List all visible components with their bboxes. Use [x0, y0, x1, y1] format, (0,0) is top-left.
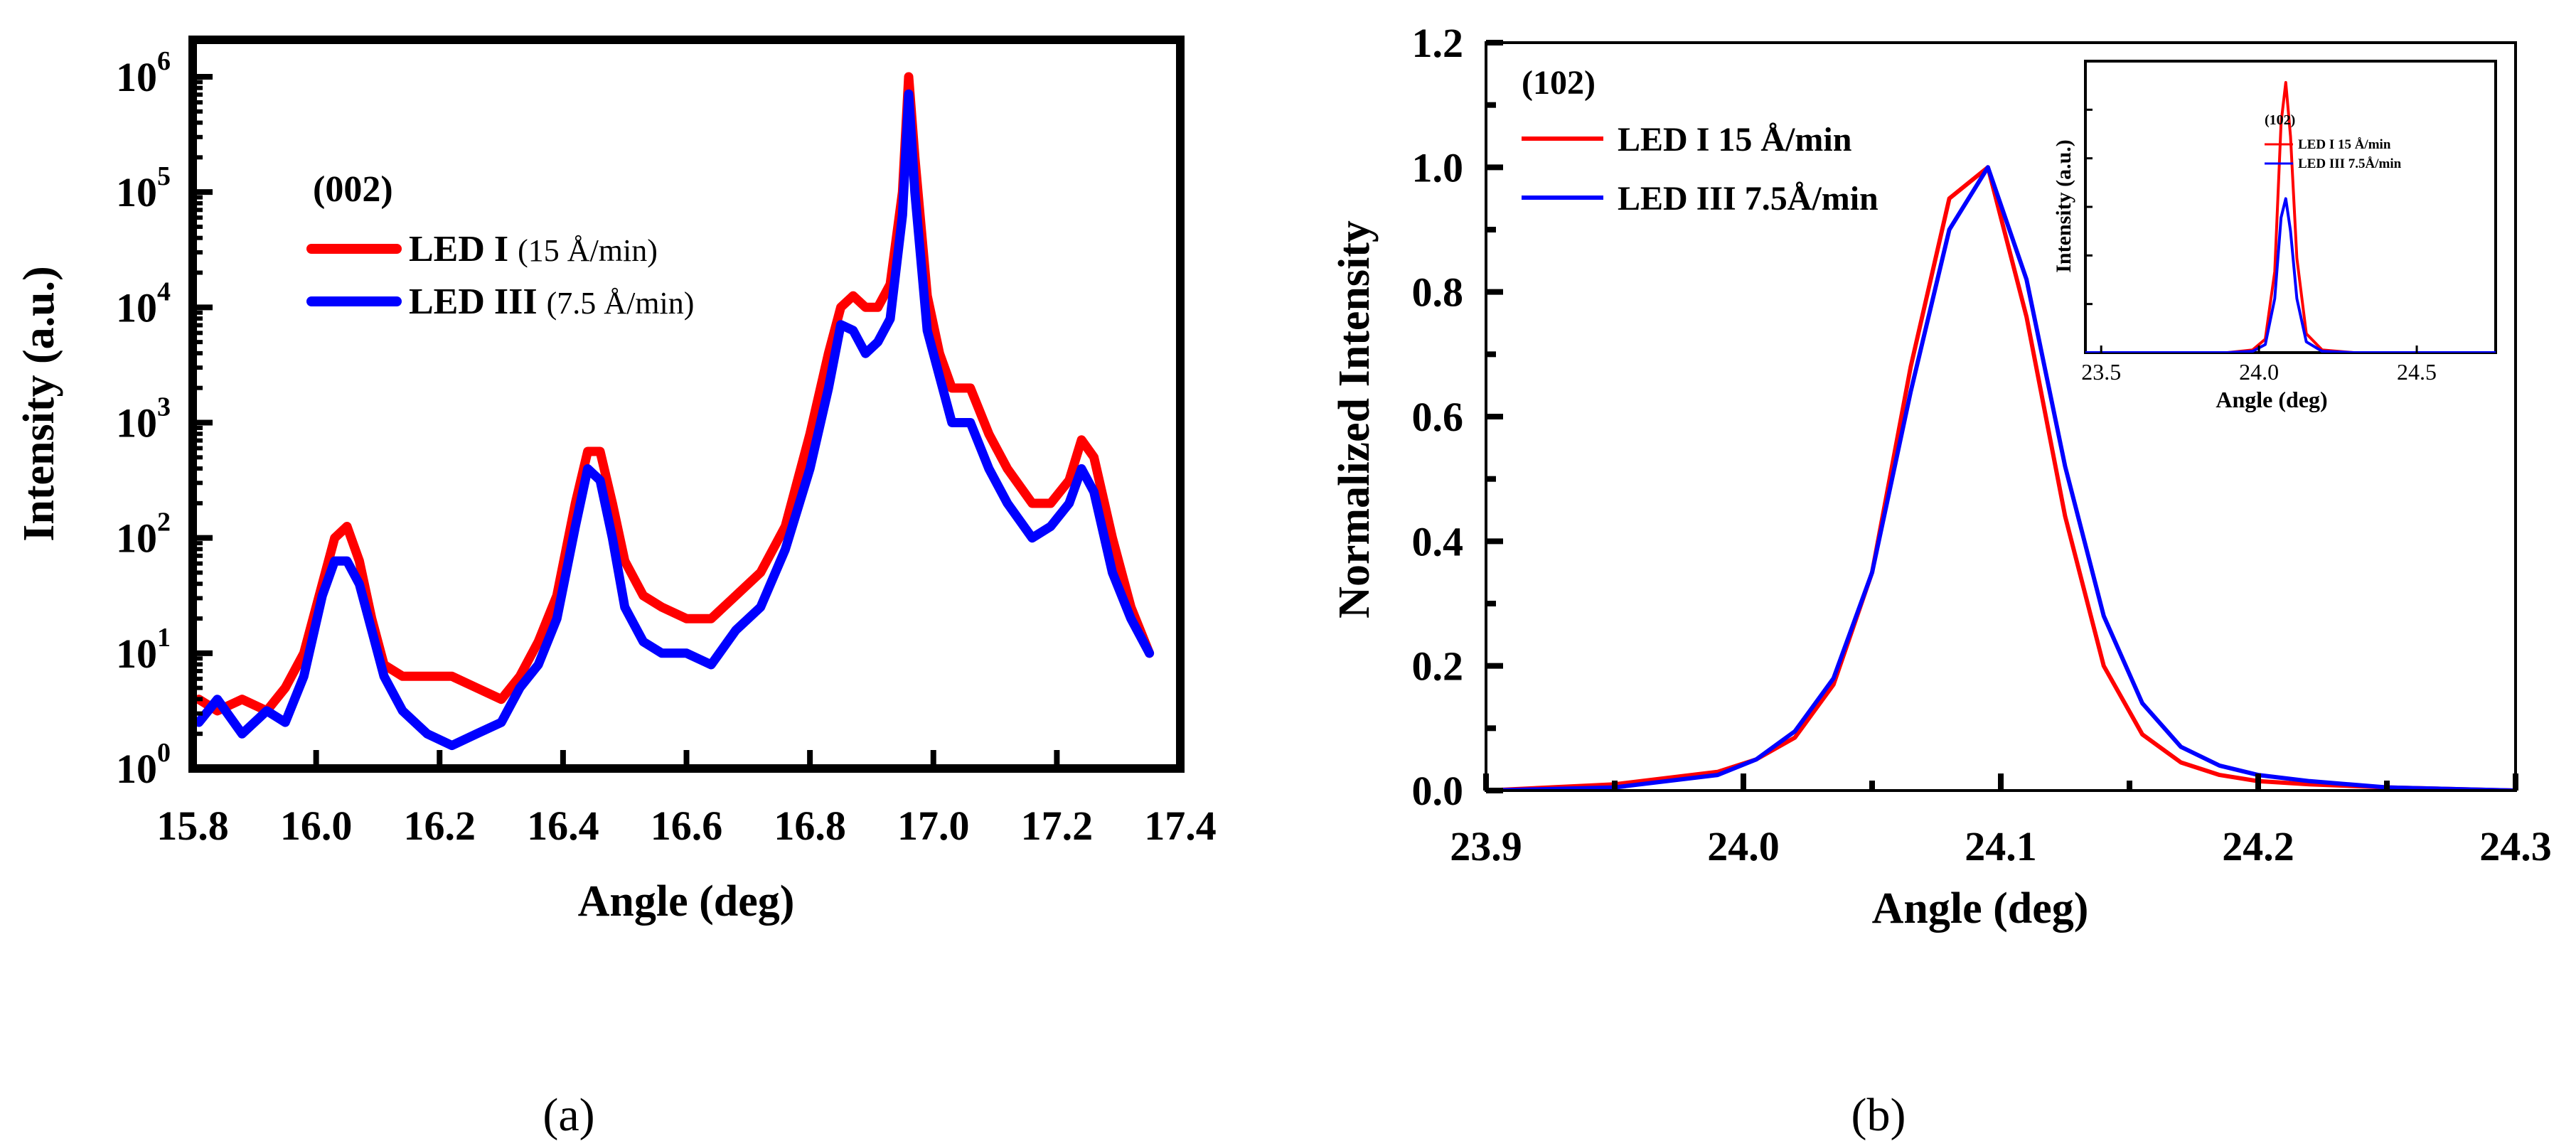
panel-a-y-tick-exponent: 0 [157, 738, 171, 768]
panel-a-x-tick-label: 16.0 [280, 803, 353, 849]
panel-a-y-tick-exponent: 2 [157, 508, 171, 537]
panel-a-x-tick-label: 15.8 [156, 803, 229, 849]
panel-a-y-tick-exponent: 3 [157, 392, 171, 422]
panel-a-y-tick-label: 100 [116, 738, 171, 792]
panel-b-x-tick-label: 24.0 [1707, 823, 1780, 869]
panel-a-y-tick-label: 106 [116, 46, 171, 100]
panel-a-y-tick-base: 10 [116, 54, 157, 100]
inset-ticks: 23.5 24.0 24.5 [2081, 108, 2437, 385]
panel-b-inset: 23.5 24.0 24.5 Intensity (a.u.) Angle (deg… [2052, 60, 2497, 412]
panel-b-y-tick-label: 1.2 [1412, 20, 1464, 66]
panel-a-y-tick-label: 103 [116, 392, 171, 446]
panel-b-y-tick-label: 0.2 [1412, 643, 1464, 690]
inset-x-tick-label: 24.0 [2239, 359, 2279, 385]
panel-a-legend-entry-led-i: LED I (15 Å/min) [409, 229, 658, 269]
inset-legend-led-i: LED I 15 Å/min [2298, 137, 2391, 152]
panel-a-legend-led-iii-rate: (7.5 Å/min) [547, 286, 695, 321]
inset-legend-title: (102) [2265, 112, 2295, 128]
panel-b-y-tick-label: 0.6 [1412, 394, 1464, 440]
panel-a-x-tick-label: 17.4 [1144, 803, 1217, 849]
panel-a-legend-entry-led-iii: LED III (7.5 Å/min) [409, 282, 694, 322]
inset-x-tick-label: 24.5 [2397, 359, 2437, 385]
inset-series-led-iii [2085, 197, 2496, 353]
panel-a-y-tick-exponent: 5 [157, 161, 171, 191]
panel-b-series [1486, 165, 2516, 791]
panel-b-y-tick-label: 0.0 [1412, 768, 1464, 814]
panel-a-y-tick-base: 10 [116, 400, 157, 446]
panel-b-x-tick-label: 24.1 [1965, 823, 2037, 869]
panel-a-x-tick-label: 16.2 [404, 803, 476, 849]
panel-a-x-tick-label: 16.8 [774, 803, 846, 849]
panel-a-ticks: 15.8 16.0 16.2 16.4 16.6 16.8 17.0 17.2 17.41001… [116, 46, 1217, 849]
panel-b-y-tick-label: 0.4 [1412, 518, 1464, 564]
inset-y-axis-label: Intensity (a.u.) [2052, 139, 2075, 273]
panel-b-x-axis-label: Angle (deg) [1872, 884, 2089, 933]
panel-a-caption: (a) [543, 1089, 594, 1141]
panel-b-y-tick-label: 1.0 [1412, 144, 1464, 191]
panel-b-series-led-iii [1486, 165, 2516, 791]
panel-a-y-tick-exponent: 1 [157, 623, 171, 653]
panel-a-y-tick-label: 104 [116, 277, 171, 331]
panel-a-y-tick-base: 10 [116, 631, 157, 677]
panel-a: 15.8 16.0 16.2 16.4 16.6 16.8 17.0 17.2 17.41001… [15, 36, 1217, 1141]
panel-b-ticks: 23.9 24.0 24.1 24.2 24.3 0.0 0.2 0.4 0.6 0.8 1.0 1.… [1412, 20, 2552, 869]
panel-b-legend-led-i: LED I 15 Å/min [1618, 121, 1851, 159]
panel-a-legend-led-i-rate: (15 Å/min) [518, 233, 658, 268]
panel-a-legend-title: (002) [313, 169, 393, 210]
panel-a-legend-led-iii-name: LED III [409, 282, 538, 322]
panel-a-x-tick-label: 17.2 [1021, 803, 1094, 849]
panel-a-y-tick-exponent: 4 [157, 277, 171, 306]
panel-a-y-tick-base: 10 [116, 515, 157, 562]
panel-a-y-tick-label: 102 [116, 508, 171, 562]
inset-legend-led-iii: LED III 7.5Å/min [2298, 156, 2402, 171]
panel-a-series [194, 72, 1155, 751]
panel-a-y-tick-base: 10 [116, 746, 157, 792]
panel-b-y-tick-label: 0.8 [1412, 269, 1464, 316]
panel-b-legend-title: (102) [1522, 64, 1596, 102]
inset-x-axis-label: Angle (deg) [2216, 387, 2327, 412]
panel-a-y-axis-label: Intensity (a.u.) [15, 266, 63, 542]
panel-a-legend-led-i-name: LED I [409, 229, 508, 269]
panel-a-y-tick-base: 10 [116, 169, 157, 215]
panel-b-y-axis-label: Normalized Intensity [1330, 220, 1379, 618]
panel-b: 23.9 24.0 24.1 24.2 24.3 0.0 0.2 0.4 0.6 0.8 1.0 1.… [1330, 20, 2552, 1141]
panel-a-series-led-i [194, 72, 1155, 716]
panel-a-x-tick-label: 16.6 [651, 803, 723, 849]
inset-frame [2084, 60, 2497, 354]
panel-a-x-axis-label: Angle (deg) [578, 877, 795, 926]
panel-a-y-tick-label: 105 [116, 161, 171, 215]
panel-a-x-tick-label: 16.4 [527, 803, 599, 849]
panel-a-series-led-iii [194, 89, 1155, 751]
panel-a-y-tick-base: 10 [116, 284, 157, 331]
panel-b-x-tick-label: 24.2 [2222, 823, 2294, 869]
panel-b-legend-led-iii: LED III 7.5Å/min [1618, 180, 1878, 218]
inset-series [2085, 81, 2496, 353]
panel-a-y-tick-label: 101 [116, 623, 171, 677]
inset-x-tick-label: 23.5 [2081, 359, 2121, 385]
panel-a-y-tick-exponent: 6 [157, 46, 171, 76]
panel-b-x-tick-label: 24.3 [2479, 823, 2552, 869]
panel-b-x-tick-label: 23.9 [1450, 823, 1522, 869]
panel-b-caption: (b) [1851, 1089, 1906, 1141]
panel-a-x-tick-label: 17.0 [897, 803, 970, 849]
